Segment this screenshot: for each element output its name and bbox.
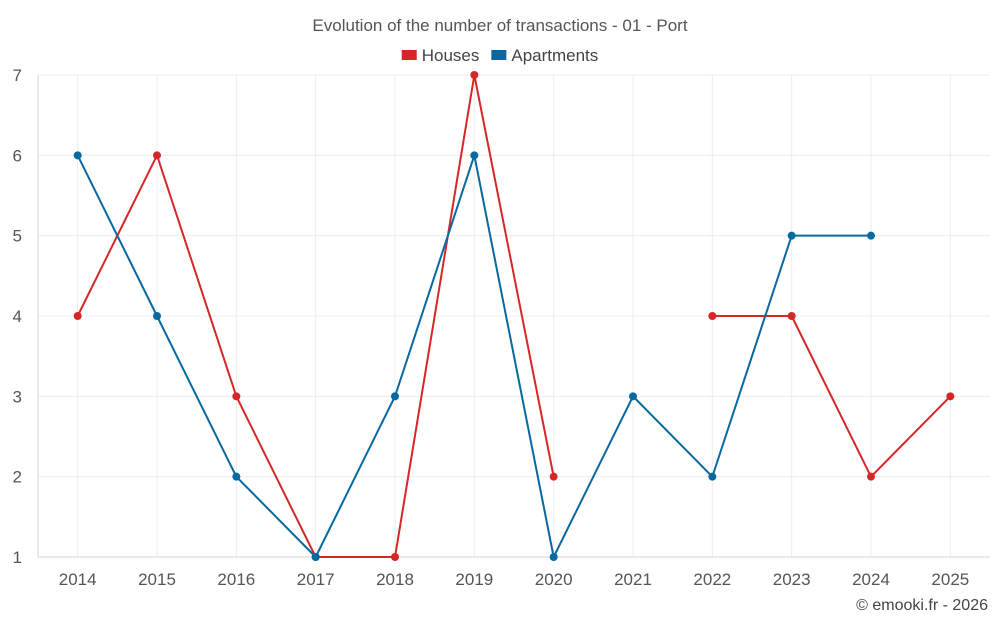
chart-title: Evolution of the number of transactions … [312, 16, 687, 35]
y-tick-label: 3 [13, 387, 22, 406]
legend-swatch-houses [401, 50, 417, 60]
data-point-houses[interactable] [73, 312, 82, 320]
data-point-apartments[interactable] [867, 231, 875, 240]
data-point-apartments[interactable] [153, 312, 161, 320]
data-point-apartments[interactable] [311, 553, 320, 561]
data-point-apartments[interactable] [549, 553, 558, 561]
series-layer [73, 71, 955, 561]
axes: 1 2 3 4 5 6 7 2014 2015 2016 2017 2018 2019 2020 2021 2… [13, 66, 990, 589]
x-tick-label: 2015 [138, 570, 176, 589]
y-tick-label: 5 [13, 227, 22, 246]
legend-item-houses[interactable]: Houses [401, 46, 480, 65]
data-point-apartments[interactable] [470, 151, 479, 160]
x-tick-label: 2014 [59, 570, 97, 589]
data-point-apartments[interactable] [73, 151, 82, 160]
data-point-houses[interactable] [470, 71, 479, 79]
data-point-houses[interactable] [153, 151, 161, 160]
legend-label-houses: Houses [422, 46, 480, 65]
data-point-houses[interactable] [787, 312, 796, 320]
data-point-houses[interactable] [232, 392, 241, 401]
data-point-houses[interactable] [549, 472, 558, 481]
legend-item-apartments[interactable]: Apartments [491, 46, 598, 65]
x-tick-label: 2020 [535, 570, 573, 589]
x-tick-label: 2017 [297, 570, 335, 589]
data-point-apartments[interactable] [391, 392, 399, 401]
credit-text: © emooki.fr - 2026 [856, 597, 988, 614]
x-tick-label: 2016 [217, 570, 255, 589]
x-tick-label: 2018 [376, 570, 414, 589]
x-tick-label: 2023 [773, 570, 811, 589]
x-tick-label: 2022 [693, 570, 731, 589]
data-point-apartments[interactable] [708, 472, 717, 481]
y-tick-label: 2 [13, 468, 22, 487]
data-point-houses[interactable] [708, 312, 717, 320]
y-tick-label: 6 [13, 146, 22, 165]
gridlines [38, 74, 990, 557]
y-tick-label: 7 [13, 66, 22, 85]
data-point-houses[interactable] [867, 472, 875, 481]
legend-label-apartments: Apartments [511, 46, 598, 65]
x-tick-label: 2024 [852, 570, 890, 589]
data-point-houses[interactable] [391, 553, 399, 561]
legend[interactable]: Houses Apartments [401, 46, 599, 65]
series-line-houses [712, 315, 952, 478]
x-tick-label: 2021 [614, 570, 652, 589]
data-point-houses[interactable] [946, 392, 955, 401]
data-point-apartments[interactable] [787, 231, 796, 240]
x-tick-label: 2025 [931, 570, 969, 589]
y-tick-label: 1 [13, 548, 22, 567]
legend-swatch-apartments [491, 50, 507, 60]
data-point-apartments[interactable] [232, 472, 241, 481]
y-tick-label: 4 [13, 307, 22, 326]
data-point-apartments[interactable] [629, 392, 637, 401]
series-apartments [73, 151, 875, 561]
x-tick-label: 2019 [455, 570, 493, 589]
